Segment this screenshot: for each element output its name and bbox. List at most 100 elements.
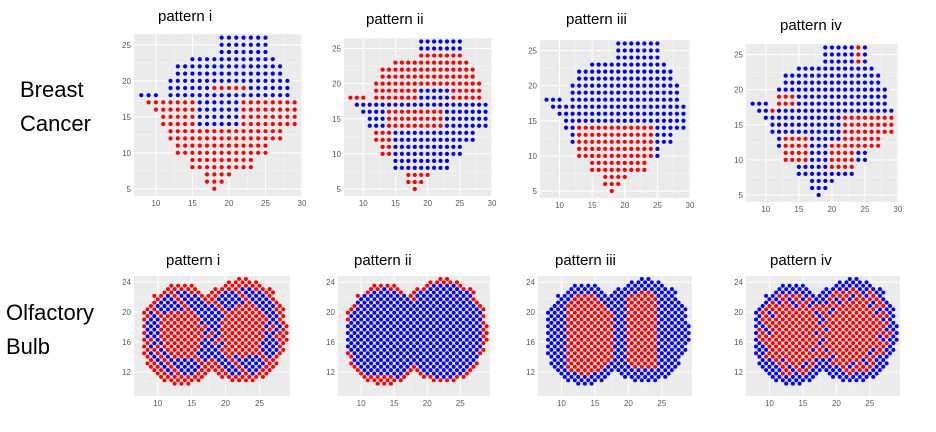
row-label-line1: Olfactory [6, 300, 95, 325]
scatter-point [399, 116, 405, 121]
scatter-point [655, 55, 660, 60]
scatter-point [183, 71, 188, 76]
scatter-point [668, 83, 673, 88]
scatter-point [415, 314, 420, 319]
scatter-point [398, 290, 403, 295]
scatter-point [169, 331, 174, 335]
scatter-point [626, 337, 631, 342]
scatter-point [804, 361, 809, 366]
scatter-point [369, 320, 374, 325]
scatter-point [816, 185, 821, 191]
scatter-point [827, 351, 832, 356]
scatter-point [629, 341, 634, 346]
scatter-point [639, 364, 644, 369]
scatter-point [603, 69, 608, 74]
scatter-point [862, 122, 868, 127]
scatter-point [809, 129, 815, 134]
scatter-point [831, 361, 836, 366]
scatter-point [431, 378, 436, 383]
scatter-point [369, 307, 374, 312]
scatter-point [375, 354, 380, 359]
scatter-point [183, 78, 188, 83]
scatter-point [425, 158, 430, 163]
scatter-point [843, 59, 848, 64]
scatter-point [787, 358, 792, 362]
scatter-point [365, 378, 370, 383]
scatter-point [856, 108, 861, 113]
scatter-point [454, 320, 459, 325]
scatter-point [856, 101, 861, 106]
scatter-point [197, 78, 202, 83]
scatter-point [219, 35, 224, 40]
scatter-point [794, 324, 799, 329]
scatter-point [388, 354, 393, 359]
scatter-point [233, 314, 238, 319]
scatter-point [622, 104, 627, 109]
scatter-point [415, 341, 420, 346]
scatter-point [435, 320, 440, 325]
scatter-point [648, 55, 653, 60]
scatter-point [421, 314, 426, 319]
scatter-point [169, 290, 174, 295]
scatter-point [199, 361, 204, 366]
scatter-point [609, 76, 614, 81]
x-tick-label: 25 [653, 201, 662, 210]
scatter-point [458, 337, 463, 342]
scatter-point [623, 354, 628, 359]
scatter-point [583, 104, 588, 109]
scatter-point [829, 122, 835, 127]
scatter-point [787, 371, 792, 376]
scatter-point [635, 132, 640, 137]
scatter-point [248, 150, 253, 155]
scatter-point [230, 297, 235, 302]
scatter-point [438, 371, 443, 376]
scatter-point [655, 104, 660, 109]
scatter-point [797, 341, 802, 346]
scatter-point [431, 310, 436, 315]
scatter-point [233, 347, 238, 352]
scatter-point [646, 304, 651, 308]
scatter-point [633, 364, 638, 369]
scatter-point [425, 358, 430, 362]
scatter-point [669, 354, 674, 359]
scatter-point [572, 283, 577, 288]
scatter-point [636, 334, 641, 339]
scatter-point [876, 73, 881, 78]
scatter-point [196, 331, 201, 335]
scatter-point [248, 49, 253, 55]
scatter-point [471, 344, 476, 349]
scatter-point [380, 88, 385, 93]
scatter-point [204, 114, 210, 119]
scatter-point [566, 351, 571, 356]
scatter-point [257, 317, 262, 322]
scatter-point [834, 358, 839, 362]
scatter-point [668, 104, 673, 109]
scatter-point [659, 344, 664, 349]
y-tick-label: 20 [326, 308, 335, 317]
scatter-point [219, 136, 224, 141]
scatter-point [635, 153, 640, 158]
scatter-point [444, 130, 450, 135]
scatter-point [444, 116, 450, 121]
scatter-point [589, 314, 594, 319]
scatter-point [412, 290, 416, 295]
scatter-point [616, 104, 621, 109]
scatter-point [599, 324, 604, 329]
scatter-point [183, 85, 188, 91]
scatter-point [199, 293, 204, 298]
scatter-point [787, 331, 792, 335]
scatter-point [152, 307, 157, 312]
scatter-point [854, 378, 859, 383]
scatter-point [877, 307, 882, 312]
scatter-point [162, 337, 167, 342]
scatter-point [659, 283, 664, 288]
scatter-point [871, 354, 876, 359]
scatter-point [220, 368, 225, 373]
scatter-point [142, 331, 147, 335]
scatter-point [827, 371, 832, 376]
scatter-point [175, 150, 180, 155]
scatter-point [633, 290, 638, 295]
scatter-point [807, 331, 812, 335]
scatter-point [557, 104, 562, 109]
scatter-point [168, 107, 173, 112]
